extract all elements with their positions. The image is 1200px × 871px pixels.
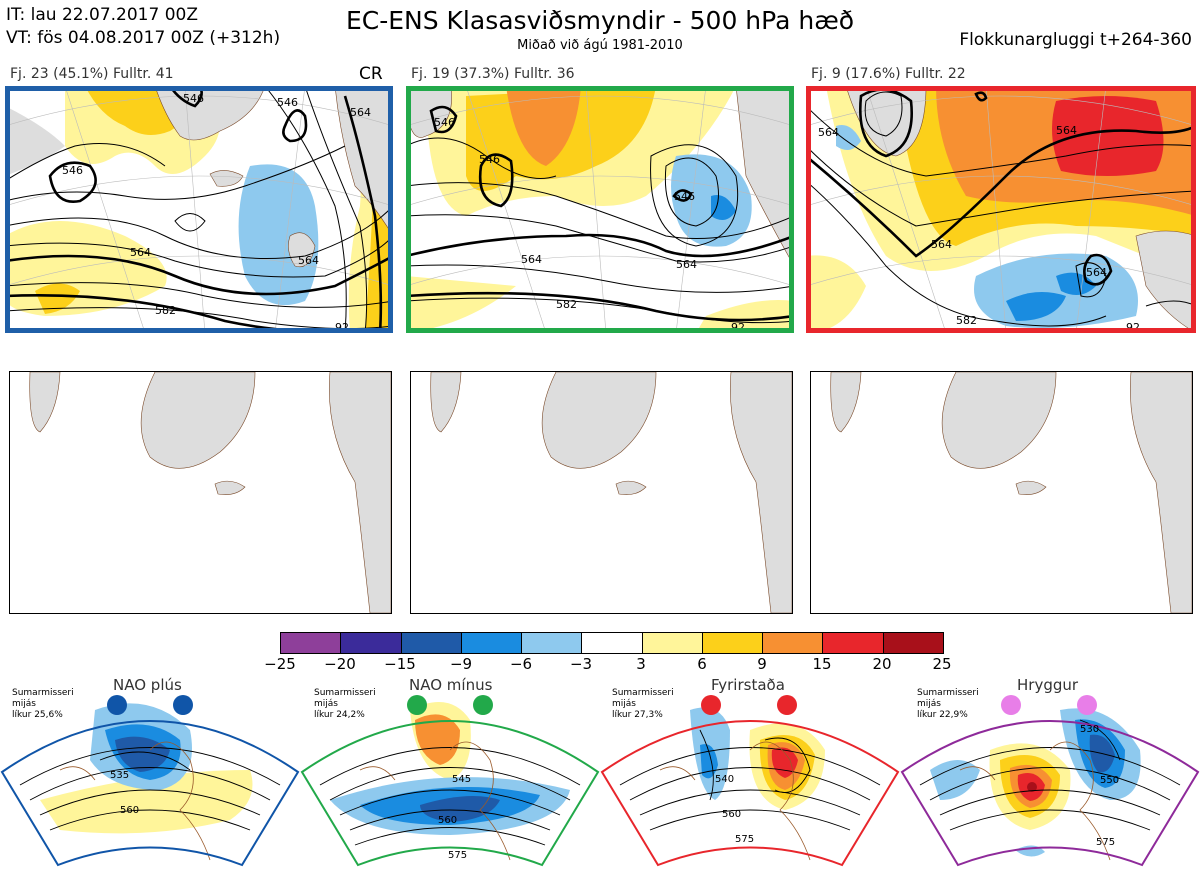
contour-label: 582 (956, 314, 977, 327)
contour-label: 546 (434, 116, 455, 129)
empty-map-1 (9, 371, 392, 614)
colorbar-tick: 3 (636, 655, 646, 673)
regime-info-line: mijás (612, 699, 636, 709)
colorbar-tick: 25 (932, 655, 952, 673)
cluster-2-label: Fj. 19 (37.3%) Fulltr. 36 (411, 66, 575, 82)
colorbar (280, 632, 944, 654)
contour-label: 564 (1086, 266, 1107, 279)
regime-probability: líkur 25,6% (12, 710, 63, 720)
regime-info-line: Sumarmisseri (917, 688, 979, 698)
contour-label: 582 (556, 298, 577, 311)
contour-label: 546 (277, 96, 298, 109)
regime-4-title: Hryggur (1017, 676, 1079, 694)
regime-info-line: mijás (314, 699, 338, 709)
regime-4-map: 530 550 575 (900, 690, 1200, 871)
colorbar-tick: −15 (384, 655, 416, 673)
contour-label: 564 (298, 254, 319, 267)
contour-label: 564 (521, 253, 542, 266)
contour-label: 564 (676, 258, 697, 271)
colorbar-swatch (341, 633, 402, 653)
contour-label: 540 (715, 774, 734, 785)
colorbar-swatch (763, 633, 824, 653)
cluster-1-label: Fj. 23 (45.1%) Fulltr. 41 (10, 66, 174, 82)
regime-info-line: Sumarmisseri (612, 688, 674, 698)
contour-label: 546 (674, 190, 695, 203)
colorbar-swatch (522, 633, 583, 653)
page-subtitle: Miðað við ágú 1981-2010 (517, 38, 683, 53)
colorbar-swatch (702, 633, 764, 653)
colorbar-tick: 15 (812, 655, 832, 673)
regime-2-info: Sumarmisseri mijás líkur 24,2% (314, 688, 376, 721)
regime-2-map: 545 560 575 (300, 690, 600, 871)
colorbar-tick: 6 (697, 655, 707, 673)
colorbar-tick: 9 (757, 655, 767, 673)
contour-label: 575 (448, 850, 467, 861)
contour-label: 564 (130, 246, 151, 259)
colorbar-swatch (401, 633, 462, 653)
empty-map-2 (410, 371, 793, 614)
cluster-2-border (406, 86, 794, 333)
colorbar-swatch (461, 633, 523, 653)
cluster-3-border (806, 86, 1196, 333)
colorbar-tick: −25 (264, 655, 296, 673)
empty-map-3 (810, 371, 1193, 614)
valid-time: VT: fös 04.08.2017 00Z (+312h) (6, 28, 281, 48)
contour-label: 560 (120, 805, 139, 816)
regime-info-line: Sumarmisseri (12, 688, 74, 698)
cluster-3-label: Fj. 9 (17.6%) Fulltr. 22 (811, 66, 966, 82)
regime-1-info: Sumarmisseri mijás líkur 25,6% (12, 688, 74, 721)
colorbar-tick: −9 (449, 655, 473, 673)
contour-label: 550 (1100, 775, 1119, 786)
regime-info-line: mijás (917, 699, 941, 709)
contour-label: 560 (722, 809, 741, 820)
colorbar-tick: −6 (509, 655, 533, 673)
regime-1-title: NAO plús (113, 676, 182, 694)
cluster-2-map: 546 546 564 582 564 546 92 (406, 86, 794, 333)
colorbar-swatch (582, 633, 643, 653)
contour-label: 546 (479, 153, 500, 166)
regime-probability: líkur 22,9% (917, 710, 968, 720)
contour-label: 564 (350, 106, 371, 119)
regime-3-map: 540 560 575 (600, 690, 900, 871)
colorbar-swatch (823, 633, 884, 653)
regime-3-info: Sumarmisseri mijás líkur 27,3% (612, 688, 674, 721)
classification-window: Flokkunargluggi t+264-360 (959, 30, 1192, 50)
regime-info-line: Sumarmisseri (314, 688, 376, 698)
contour-label: 564 (818, 126, 839, 139)
cluster-1-tag: CR (359, 64, 383, 84)
contour-label: 575 (735, 834, 754, 845)
contour-label: 535 (110, 770, 129, 781)
contour-label: 582 (155, 304, 176, 317)
regime-4-info: Sumarmisseri mijás líkur 22,9% (917, 688, 979, 721)
cluster-3-map: 564 564 564 582 564 92 (806, 86, 1196, 333)
contour-label: 564 (1056, 124, 1077, 137)
contour-label: 545 (452, 774, 471, 785)
regime-2-title: NAO mínus (409, 676, 493, 694)
contour-label: 546 (183, 92, 204, 105)
colorbar-swatch (281, 633, 342, 653)
cluster-1-border (5, 86, 393, 333)
colorbar-swatch (642, 633, 703, 653)
contour-label: 564 (931, 238, 952, 251)
contour-label: 560 (438, 815, 457, 826)
regime-3-title: Fyrirstaða (711, 676, 785, 694)
colorbar-tick: −3 (569, 655, 593, 673)
cluster-1-map: 546 546 564 564 582 92 546 564 (5, 86, 393, 333)
regime-1-map: 535 560 (0, 690, 300, 871)
regime-probability: líkur 27,3% (612, 710, 663, 720)
initial-time: IT: lau 22.07.2017 00Z (6, 5, 198, 25)
regime-probability: líkur 24,2% (314, 710, 365, 720)
contour-label: 530 (1080, 724, 1099, 735)
colorbar-tick: −20 (324, 655, 356, 673)
header-dates: IT: lau 22.07.2017 00Z VT: fös 04.08.201… (6, 4, 280, 50)
contour-label: 546 (62, 164, 83, 177)
colorbar-swatch (883, 633, 943, 653)
regime-info-line: mijás (12, 699, 36, 709)
contour-label: 575 (1096, 837, 1115, 848)
page-title: EC-ENS Klasasviðsmyndir - 500 hPa hæð (345, 6, 855, 35)
colorbar-tick: 20 (872, 655, 892, 673)
